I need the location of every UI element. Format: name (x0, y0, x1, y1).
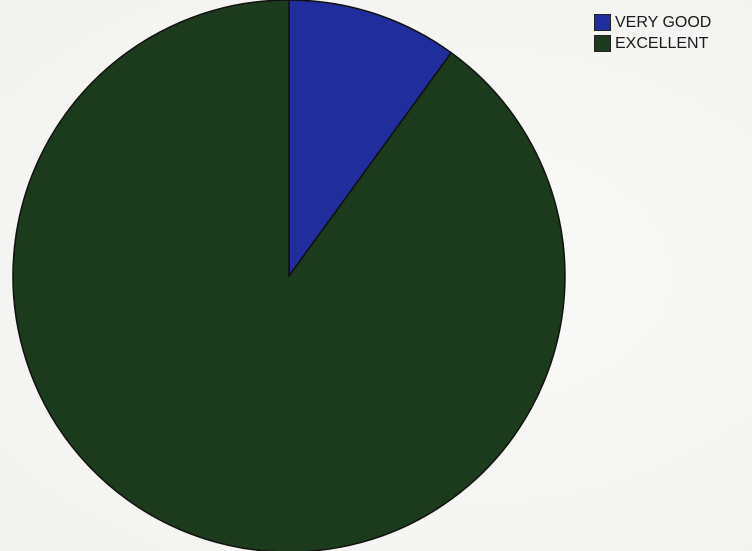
legend: VERY GOOD EXCELLENT (594, 12, 711, 54)
legend-item-very-good: VERY GOOD (594, 12, 711, 33)
legend-label-very-good: VERY GOOD (615, 14, 712, 31)
pie-slice-excellent (12, 0, 566, 551)
legend-swatch-very-good (594, 14, 611, 31)
legend-swatch-excellent (594, 35, 611, 52)
pie-slice-very-good (288, 0, 452, 277)
legend-item-excellent: EXCELLENT (594, 33, 711, 54)
legend-label-excellent: EXCELLENT (615, 35, 709, 52)
